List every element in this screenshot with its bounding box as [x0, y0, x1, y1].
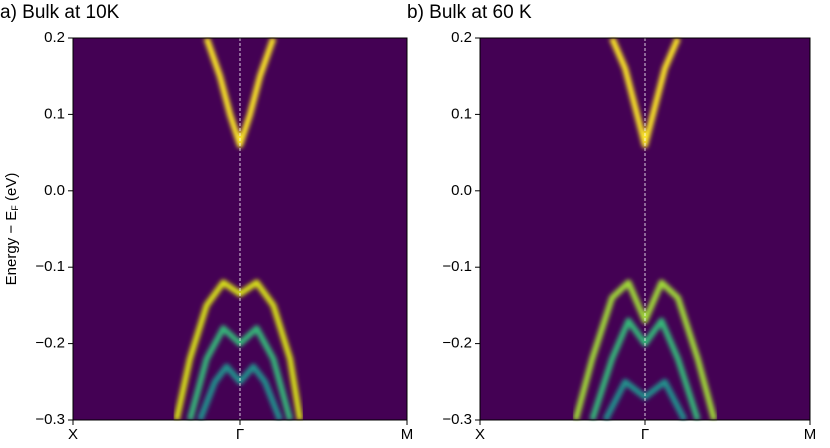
y-tick-label: −0.1 [442, 258, 472, 275]
band [605, 382, 684, 420]
panel-title: b) Bulk at 60 K [407, 2, 532, 23]
y-axis-label-part: (eV) [3, 173, 20, 206]
x-tick-label: X [68, 426, 78, 443]
x-tick-label: Γ [236, 426, 244, 443]
band [200, 367, 280, 421]
y-tick-label: 0.1 [44, 105, 65, 122]
y-axis-label-part: F [10, 205, 20, 211]
y-tick-label: 0.2 [451, 29, 472, 46]
x-tick-label: Γ [641, 426, 649, 443]
y-tick-label: −0.2 [35, 335, 65, 352]
y-axis-label: Energy − EF (eV) [3, 173, 20, 286]
x-tick-label: M [401, 426, 414, 443]
y-tick-label: 0.0 [44, 182, 65, 199]
y-tick-label: 0.1 [451, 105, 472, 122]
x-tick-label: M [804, 426, 817, 443]
plot-frame [72, 37, 408, 421]
y-tick-label: −0.3 [442, 411, 472, 428]
y-tick-label: −0.3 [35, 411, 65, 428]
y-tick-label: 0.0 [451, 182, 472, 199]
y-axis-label-part: Energy − E [3, 211, 20, 286]
x-tick-label: X [475, 426, 485, 443]
plot-frame [479, 37, 811, 421]
panel-title: a) Bulk at 10K [0, 2, 120, 23]
y-tick-label: 0.2 [44, 29, 65, 46]
y-tick-label: −0.2 [442, 335, 472, 352]
y-tick-label: −0.1 [35, 258, 65, 275]
